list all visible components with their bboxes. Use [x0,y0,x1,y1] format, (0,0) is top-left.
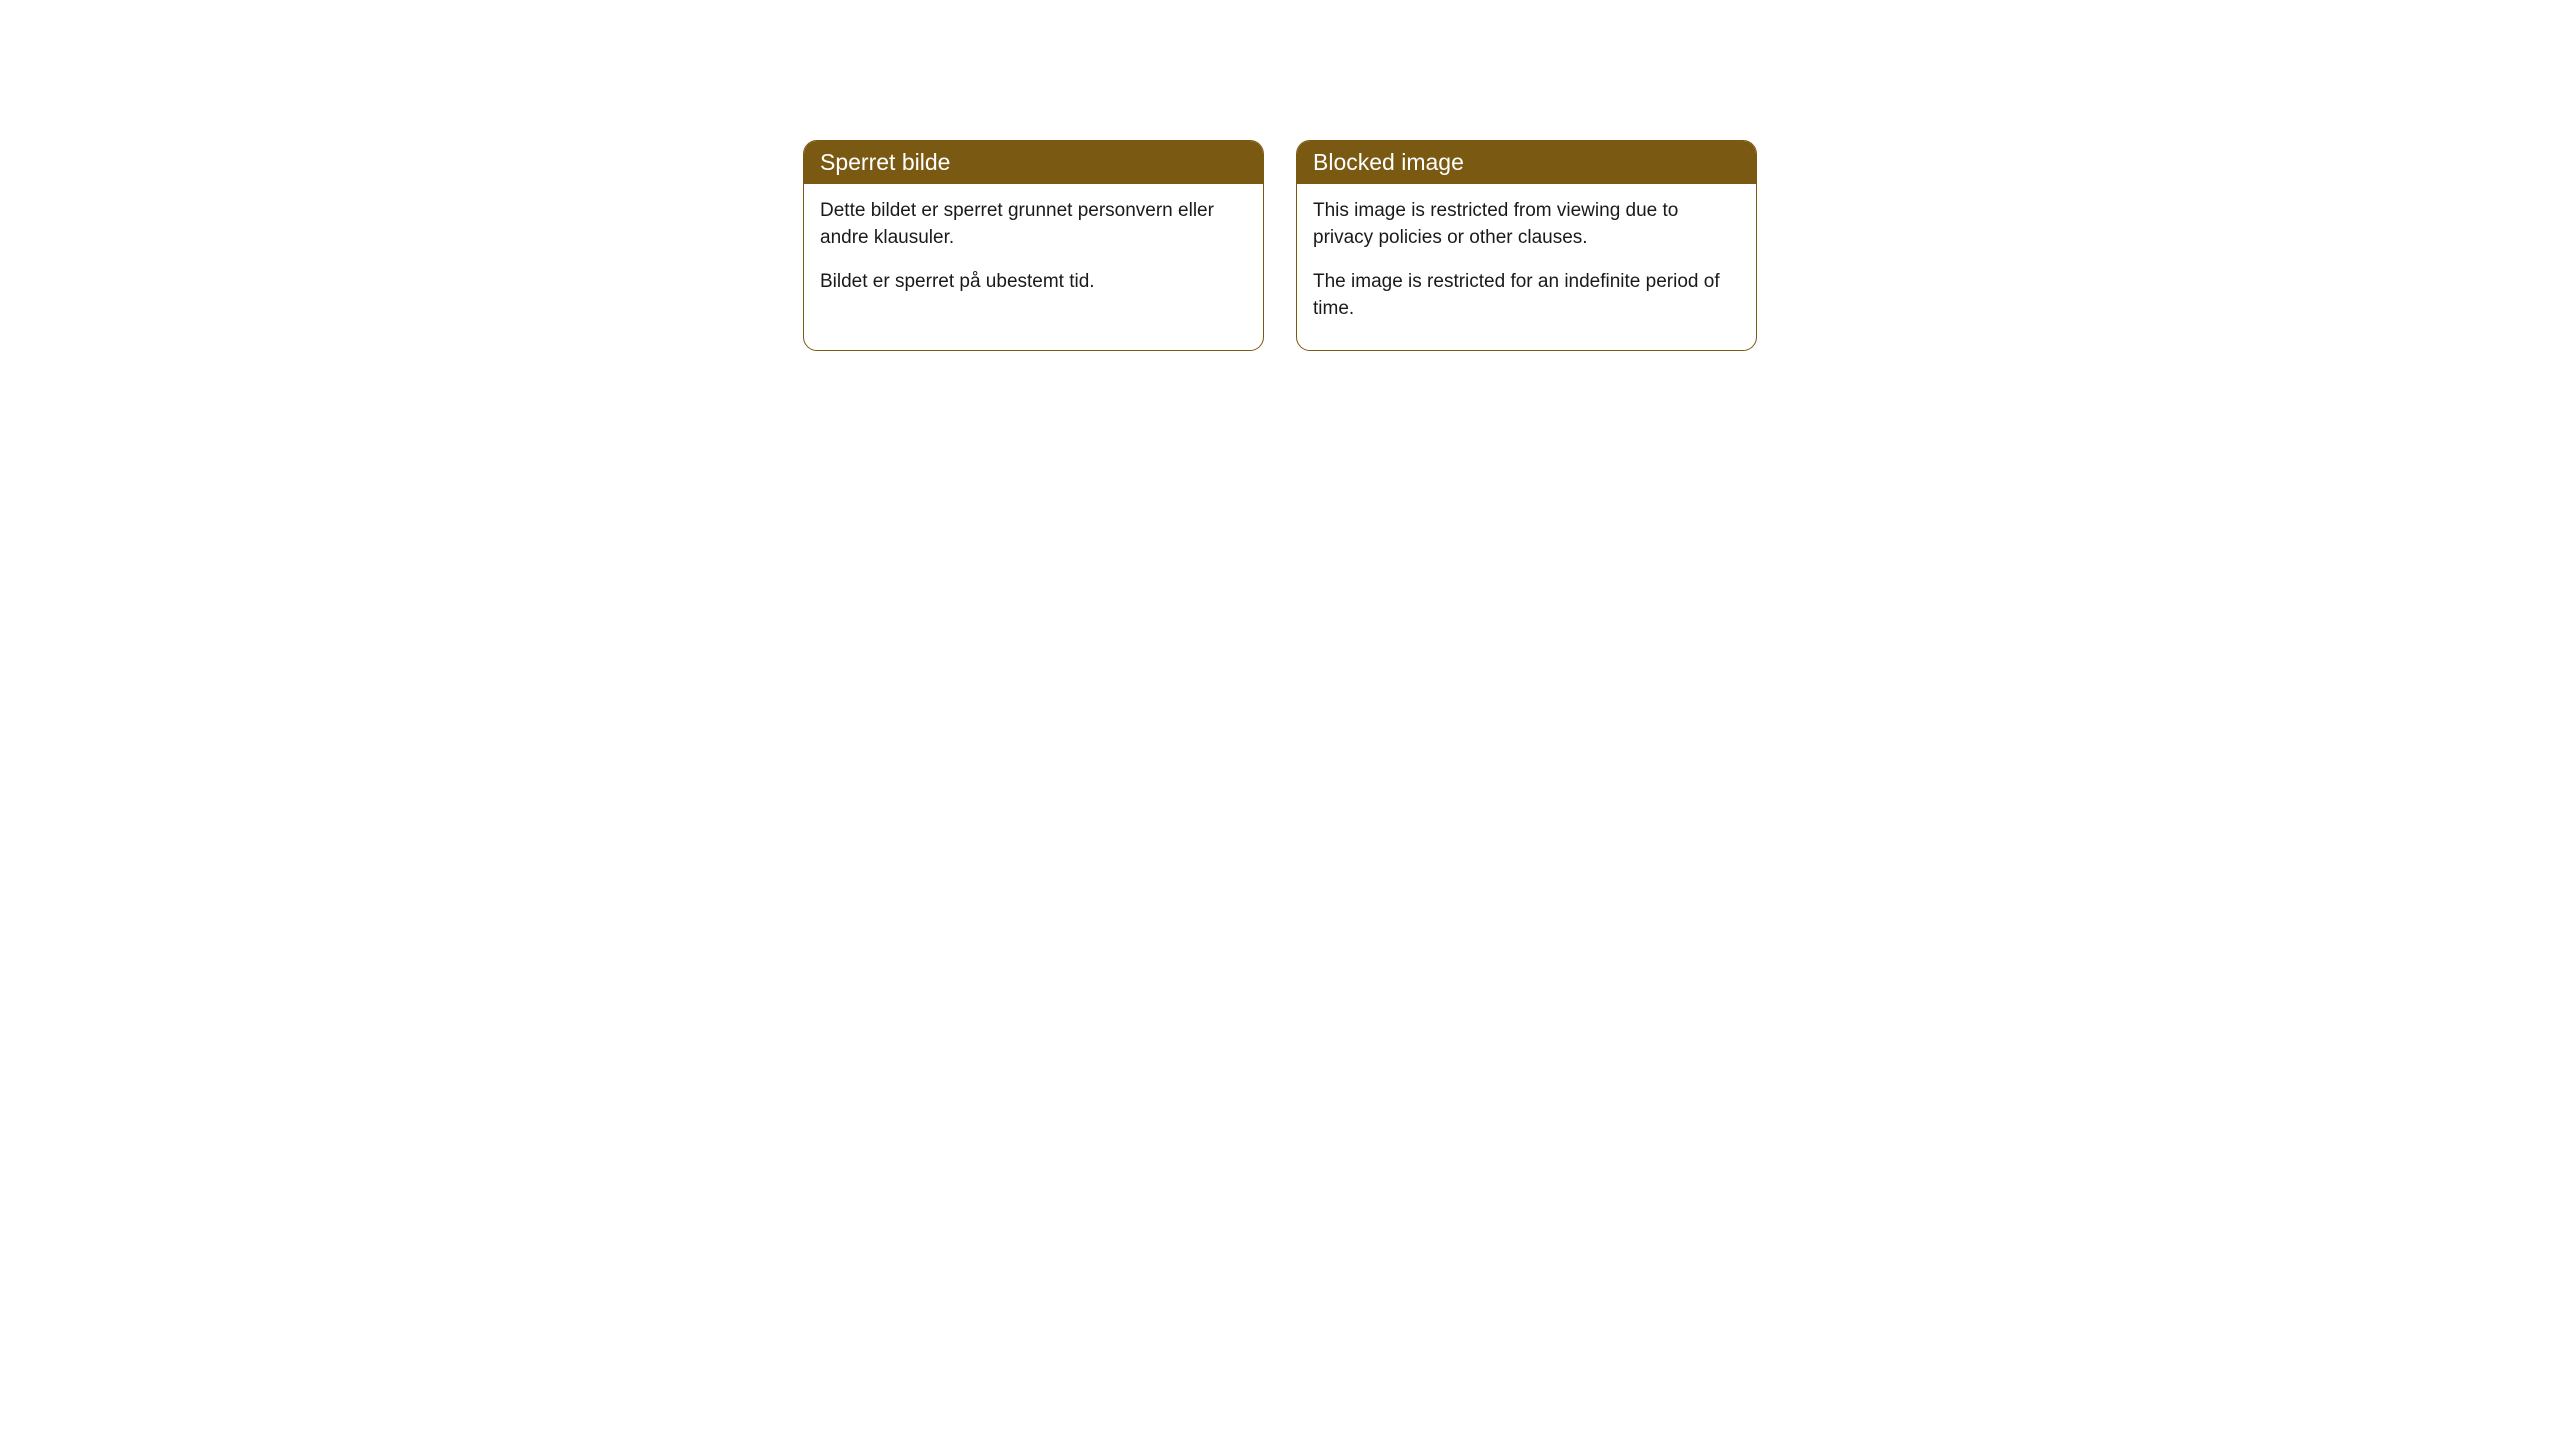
notice-card-norwegian: Sperret bilde Dette bildet er sperret gr… [803,140,1264,351]
notice-container: Sperret bilde Dette bildet er sperret gr… [803,140,1757,351]
notice-header-english: Blocked image [1297,141,1756,184]
notice-card-english: Blocked image This image is restricted f… [1296,140,1757,351]
notice-body-english: This image is restricted from viewing du… [1297,184,1756,350]
notice-paragraph: Dette bildet er sperret grunnet personve… [820,198,1247,251]
notice-paragraph: Bildet er sperret på ubestemt tid. [820,269,1247,296]
notice-header-norwegian: Sperret bilde [804,141,1263,184]
notice-paragraph: This image is restricted from viewing du… [1313,198,1740,251]
notice-paragraph: The image is restricted for an indefinit… [1313,269,1740,322]
notice-body-norwegian: Dette bildet er sperret grunnet personve… [804,184,1263,324]
